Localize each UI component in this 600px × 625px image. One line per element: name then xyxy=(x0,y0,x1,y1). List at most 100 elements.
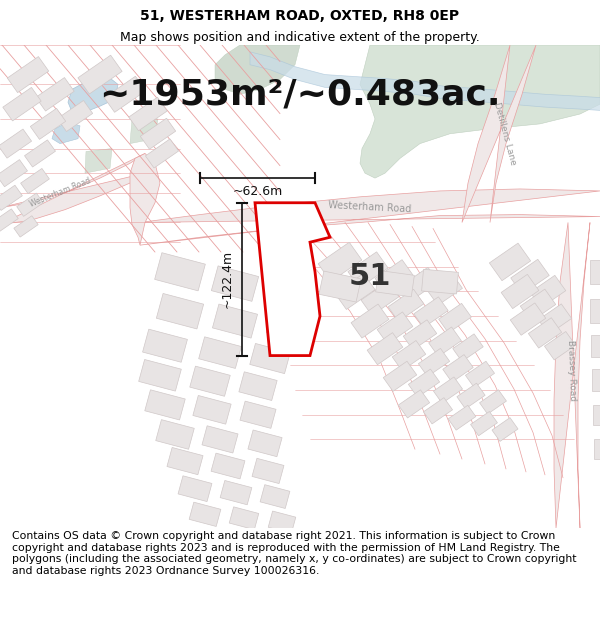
Polygon shape xyxy=(590,299,600,323)
Polygon shape xyxy=(252,458,284,484)
Polygon shape xyxy=(68,76,118,114)
Polygon shape xyxy=(376,271,415,297)
Polygon shape xyxy=(470,411,497,436)
Polygon shape xyxy=(129,98,167,131)
Polygon shape xyxy=(211,453,245,479)
Polygon shape xyxy=(193,396,231,424)
Polygon shape xyxy=(268,274,313,309)
Polygon shape xyxy=(0,209,18,232)
Polygon shape xyxy=(593,405,600,424)
Polygon shape xyxy=(448,405,476,430)
Polygon shape xyxy=(398,390,430,418)
Polygon shape xyxy=(178,476,212,501)
Text: ~122.4m: ~122.4m xyxy=(221,250,234,308)
Polygon shape xyxy=(140,189,600,245)
Polygon shape xyxy=(240,401,276,428)
Polygon shape xyxy=(143,329,187,362)
Polygon shape xyxy=(239,372,277,401)
Polygon shape xyxy=(375,260,413,294)
Polygon shape xyxy=(25,140,55,167)
Polygon shape xyxy=(428,327,461,356)
Polygon shape xyxy=(145,390,185,420)
Polygon shape xyxy=(462,45,536,222)
Polygon shape xyxy=(414,297,448,328)
Polygon shape xyxy=(250,52,600,111)
Polygon shape xyxy=(453,334,483,361)
Polygon shape xyxy=(433,377,463,403)
Polygon shape xyxy=(529,318,562,348)
Polygon shape xyxy=(268,511,296,533)
Polygon shape xyxy=(428,274,463,305)
Polygon shape xyxy=(591,335,600,357)
Polygon shape xyxy=(78,55,122,94)
Text: ~1953m²/~0.483ac.: ~1953m²/~0.483ac. xyxy=(99,78,501,111)
Polygon shape xyxy=(361,281,399,316)
Polygon shape xyxy=(139,359,181,391)
Polygon shape xyxy=(58,101,92,131)
Polygon shape xyxy=(422,269,458,294)
Polygon shape xyxy=(0,154,145,224)
Polygon shape xyxy=(130,154,160,245)
Polygon shape xyxy=(7,57,49,92)
Polygon shape xyxy=(211,266,259,301)
Polygon shape xyxy=(392,341,426,371)
Polygon shape xyxy=(145,139,179,168)
Polygon shape xyxy=(492,418,518,441)
Polygon shape xyxy=(318,242,362,281)
Polygon shape xyxy=(418,348,449,377)
Polygon shape xyxy=(510,303,546,335)
Polygon shape xyxy=(202,426,238,453)
Polygon shape xyxy=(14,216,38,237)
Polygon shape xyxy=(0,159,28,187)
Polygon shape xyxy=(409,369,440,398)
Polygon shape xyxy=(367,332,403,365)
Polygon shape xyxy=(554,222,590,528)
Text: Brassey Road: Brassey Road xyxy=(566,339,578,401)
Polygon shape xyxy=(403,320,437,350)
Polygon shape xyxy=(255,202,330,356)
Polygon shape xyxy=(155,253,205,291)
Polygon shape xyxy=(490,243,530,281)
Polygon shape xyxy=(319,271,361,302)
Text: Detillens Lane: Detillens Lane xyxy=(492,101,518,166)
Polygon shape xyxy=(594,439,600,459)
Polygon shape xyxy=(530,276,566,308)
Polygon shape xyxy=(3,88,41,121)
Polygon shape xyxy=(351,304,389,338)
Polygon shape xyxy=(520,289,556,321)
Polygon shape xyxy=(190,366,230,396)
Text: 51: 51 xyxy=(349,262,391,291)
Polygon shape xyxy=(229,507,259,529)
Polygon shape xyxy=(335,274,375,309)
Polygon shape xyxy=(36,78,74,111)
Text: Westerham Road: Westerham Road xyxy=(328,199,412,214)
Polygon shape xyxy=(402,268,438,300)
Polygon shape xyxy=(0,185,22,211)
Polygon shape xyxy=(130,119,158,144)
Polygon shape xyxy=(20,169,49,194)
Polygon shape xyxy=(85,149,112,173)
Polygon shape xyxy=(348,252,388,288)
Text: ~62.6m: ~62.6m xyxy=(232,186,283,198)
Polygon shape xyxy=(443,354,473,382)
Polygon shape xyxy=(439,303,472,333)
Polygon shape xyxy=(466,361,494,388)
Polygon shape xyxy=(544,331,575,360)
Polygon shape xyxy=(215,45,300,94)
Polygon shape xyxy=(501,274,539,309)
Polygon shape xyxy=(157,294,203,329)
Polygon shape xyxy=(424,398,452,424)
Polygon shape xyxy=(31,108,65,139)
Polygon shape xyxy=(220,481,252,505)
Polygon shape xyxy=(388,289,424,321)
Text: Contains OS data © Crown copyright and database right 2021. This information is : Contains OS data © Crown copyright and d… xyxy=(12,531,577,576)
Text: 51, WESTERHAM ROAD, OXTED, RH8 0EP: 51, WESTERHAM ROAD, OXTED, RH8 0EP xyxy=(140,9,460,23)
Polygon shape xyxy=(104,76,146,112)
Polygon shape xyxy=(156,419,194,449)
Polygon shape xyxy=(199,337,241,368)
Polygon shape xyxy=(377,312,413,344)
Polygon shape xyxy=(592,369,600,391)
Polygon shape xyxy=(457,383,485,409)
Polygon shape xyxy=(140,118,176,149)
Polygon shape xyxy=(250,344,290,374)
